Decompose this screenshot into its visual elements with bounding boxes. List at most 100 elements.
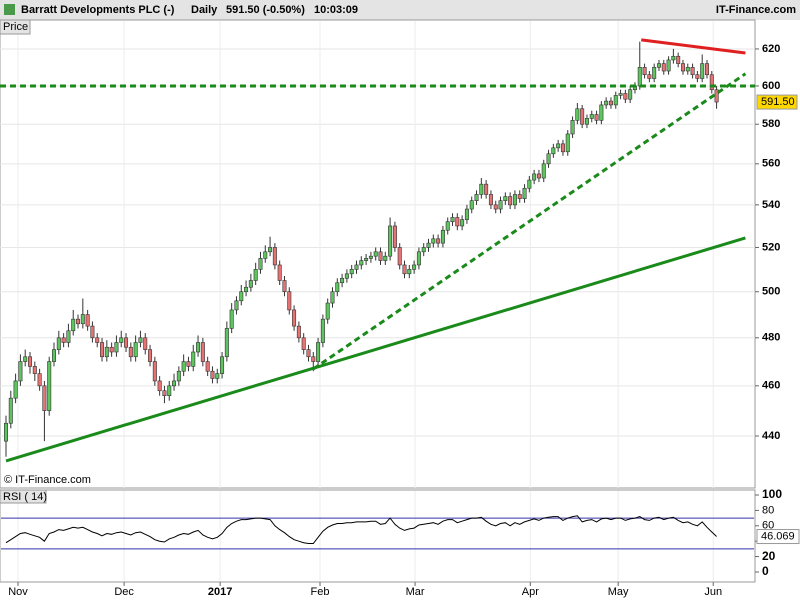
trendlines — [0, 38, 755, 463]
candle-body — [498, 200, 503, 210]
candle-body — [205, 361, 210, 372]
candle-body — [316, 342, 321, 362]
y-tick-label: 460 — [762, 380, 780, 392]
candle-body — [172, 380, 177, 387]
candle-body — [8, 397, 13, 424]
candle-body — [623, 93, 628, 100]
candle-body — [608, 100, 613, 106]
rsi-tick-label: 100 — [762, 487, 782, 501]
candle-body — [28, 356, 33, 367]
candle-body — [378, 251, 383, 261]
candle-body — [383, 255, 388, 261]
candle-body — [152, 361, 157, 382]
trendline — [312, 72, 747, 371]
header-bar — [0, 0, 800, 20]
candle-body — [388, 225, 393, 257]
candle-body — [296, 325, 301, 339]
candle-body — [460, 219, 465, 227]
candle-body — [680, 63, 685, 72]
time: 10:03:09 — [314, 4, 358, 16]
candle-body — [392, 225, 397, 248]
y-tick-label: 600 — [762, 80, 780, 92]
candle-body — [426, 242, 431, 248]
candle-body — [474, 194, 479, 201]
candle-body — [493, 204, 498, 210]
candle-body — [565, 133, 570, 153]
candle-body — [320, 318, 325, 343]
candle-body — [368, 255, 373, 259]
candle-body — [484, 183, 489, 195]
candle-body — [229, 309, 234, 329]
candle-body — [277, 264, 282, 281]
candle-body — [239, 291, 244, 302]
candle-body — [268, 247, 273, 253]
candle-body — [541, 163, 546, 179]
candle-body — [522, 187, 527, 199]
quote: 591.50 (-0.50%) — [226, 4, 305, 16]
candle-body — [349, 269, 354, 275]
candle-body — [287, 291, 292, 311]
candle-body — [354, 264, 359, 270]
period: Daily — [191, 4, 218, 16]
brand: IT-Finance.com — [716, 4, 796, 16]
candle-body — [143, 337, 148, 350]
last-price-label: 591.50 — [761, 96, 795, 108]
candle-body — [440, 229, 445, 244]
candle-body — [292, 309, 297, 327]
candle-body — [359, 260, 364, 266]
candle-body — [306, 349, 311, 358]
candle-body — [594, 114, 599, 121]
panel-label: Price — [3, 21, 28, 33]
candle-body — [157, 380, 162, 392]
candle-body — [124, 337, 129, 348]
rsi-tick-label: 80 — [762, 504, 774, 516]
y-tick-label: 480 — [762, 332, 780, 344]
candle-body — [191, 351, 196, 367]
candle-body — [613, 95, 618, 106]
candle-body — [695, 74, 700, 79]
candle-body — [508, 196, 513, 206]
candle-body — [373, 251, 378, 257]
candle-body — [450, 217, 455, 223]
candle-body — [176, 370, 181, 382]
candle-body — [464, 208, 469, 220]
candle-body — [253, 269, 258, 281]
y-tick-label: 560 — [762, 158, 780, 170]
candle-body — [642, 67, 647, 76]
candle-body — [210, 370, 215, 379]
candle-body — [527, 179, 532, 189]
candle-body — [133, 342, 138, 358]
rsi-line — [5, 515, 717, 544]
candle-body — [517, 194, 522, 199]
candle-body — [604, 100, 609, 106]
candle-body — [575, 108, 580, 121]
candle-body — [589, 114, 594, 119]
candle-body — [580, 108, 585, 125]
candle-body — [66, 330, 71, 343]
candle-body — [344, 273, 349, 279]
candle-body — [215, 373, 220, 379]
candle-body — [416, 251, 421, 266]
rsi-tick-label: 0 — [762, 564, 769, 578]
candle-body — [311, 356, 316, 362]
panel-label-box — [0, 19, 31, 35]
candle-body — [455, 217, 460, 227]
y-tick-label: 580 — [762, 118, 780, 130]
y-tick-label: 520 — [762, 241, 780, 253]
candle-body — [503, 196, 508, 201]
candle-body — [258, 258, 263, 270]
candle-body — [100, 342, 105, 358]
candle-body — [340, 277, 345, 284]
candle-body — [628, 89, 633, 100]
candle-body — [301, 337, 306, 350]
trendline — [641, 38, 746, 55]
candle-body — [556, 143, 561, 149]
rsi-value-label: 46.069 — [761, 530, 795, 542]
candle-body — [325, 302, 330, 320]
rsi-panel — [0, 489, 756, 583]
candle-body — [80, 314, 85, 325]
candle-body — [104, 346, 109, 358]
candle-body — [330, 291, 335, 304]
x-tick-label: Dec — [114, 586, 134, 598]
candle-body — [436, 238, 441, 244]
